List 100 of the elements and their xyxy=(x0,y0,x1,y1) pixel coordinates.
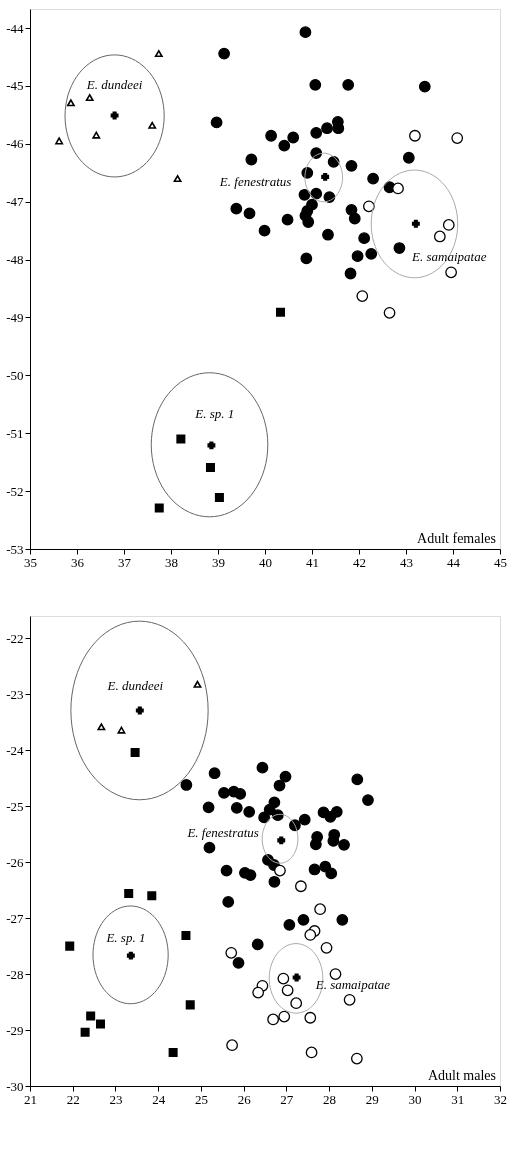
point xyxy=(95,1019,106,1029)
point xyxy=(362,200,375,213)
point xyxy=(55,137,64,145)
point xyxy=(147,891,157,901)
point xyxy=(305,1046,318,1059)
point xyxy=(330,805,343,818)
point xyxy=(207,441,216,450)
point xyxy=(287,131,300,144)
point xyxy=(245,153,258,166)
x-tick-label: 30 xyxy=(408,1091,422,1107)
point xyxy=(278,139,291,152)
point xyxy=(85,94,94,102)
point xyxy=(356,290,369,302)
y-tick-label: -53 xyxy=(6,541,24,557)
point xyxy=(80,1027,90,1037)
point xyxy=(130,748,140,758)
x-tick-label: 41 xyxy=(306,554,319,570)
point xyxy=(86,1011,96,1021)
point xyxy=(310,126,323,139)
annotation: Adult females xyxy=(417,531,496,546)
point xyxy=(325,867,338,880)
point xyxy=(97,723,106,731)
point xyxy=(226,1039,238,1052)
y-tick-label: -28 xyxy=(6,966,24,982)
point xyxy=(176,434,186,444)
annotation: E. fenestratus xyxy=(186,824,259,840)
point xyxy=(281,984,294,997)
point xyxy=(110,111,119,120)
x-tick-label: 37 xyxy=(118,554,132,570)
point xyxy=(267,1013,280,1026)
point xyxy=(383,306,396,319)
point xyxy=(274,864,286,877)
point xyxy=(304,1011,317,1024)
point xyxy=(222,896,235,908)
point xyxy=(393,242,406,254)
point xyxy=(273,779,286,792)
point xyxy=(309,838,322,851)
y-tick-label: -45 xyxy=(6,78,24,94)
point xyxy=(358,232,371,245)
x-tick-label: 39 xyxy=(212,554,225,570)
point xyxy=(148,121,157,129)
y-tick-label: -47 xyxy=(6,194,24,210)
point xyxy=(345,159,358,172)
y-tick-label: -24 xyxy=(6,742,24,758)
point xyxy=(283,918,296,931)
point xyxy=(220,864,233,877)
point xyxy=(329,968,342,980)
point xyxy=(298,813,311,826)
point xyxy=(300,252,313,265)
point xyxy=(234,788,247,800)
point xyxy=(418,80,431,93)
x-tick-label: 21 xyxy=(24,1091,37,1107)
point xyxy=(124,889,134,899)
point xyxy=(411,219,420,228)
point xyxy=(218,786,230,799)
point xyxy=(278,1010,291,1023)
x-tick-label: 29 xyxy=(365,1091,379,1107)
point xyxy=(180,779,193,791)
point xyxy=(258,811,271,824)
x-tick-label: 22 xyxy=(66,1091,80,1107)
point xyxy=(154,50,163,58)
annotation: E. samaipatae xyxy=(411,248,487,264)
point xyxy=(351,773,364,786)
x-tick-label: 44 xyxy=(447,554,461,570)
point xyxy=(351,250,364,263)
point xyxy=(321,122,333,135)
point xyxy=(433,230,446,243)
point xyxy=(344,267,357,280)
point xyxy=(314,903,327,916)
point xyxy=(277,836,286,845)
y-tick-label: -50 xyxy=(6,367,24,383)
point xyxy=(304,929,317,941)
point xyxy=(168,1047,178,1057)
x-tick-label: 38 xyxy=(165,554,178,570)
x-tick-label: 43 xyxy=(400,554,413,570)
point xyxy=(244,869,257,881)
point xyxy=(299,26,312,39)
point xyxy=(277,972,290,985)
point xyxy=(230,802,243,814)
y-tick-label: -46 xyxy=(6,136,24,152)
x-tick-label: 45 xyxy=(494,554,507,570)
x-tick-label: 23 xyxy=(109,1091,123,1107)
point xyxy=(342,78,355,91)
point xyxy=(208,767,221,780)
point xyxy=(243,805,256,818)
x-tick-label: 26 xyxy=(237,1091,252,1107)
point xyxy=(302,216,315,228)
point xyxy=(265,129,277,142)
annotation: Adult males xyxy=(427,1068,496,1083)
point xyxy=(322,228,334,241)
point xyxy=(402,151,415,164)
point xyxy=(218,47,230,60)
x-tick-label: 25 xyxy=(194,1091,208,1107)
point xyxy=(409,129,421,142)
annotation: E. samaipatae xyxy=(314,977,391,993)
point xyxy=(279,770,292,783)
point xyxy=(350,1052,363,1065)
point xyxy=(297,913,310,926)
point xyxy=(290,997,303,1010)
point xyxy=(214,492,224,502)
